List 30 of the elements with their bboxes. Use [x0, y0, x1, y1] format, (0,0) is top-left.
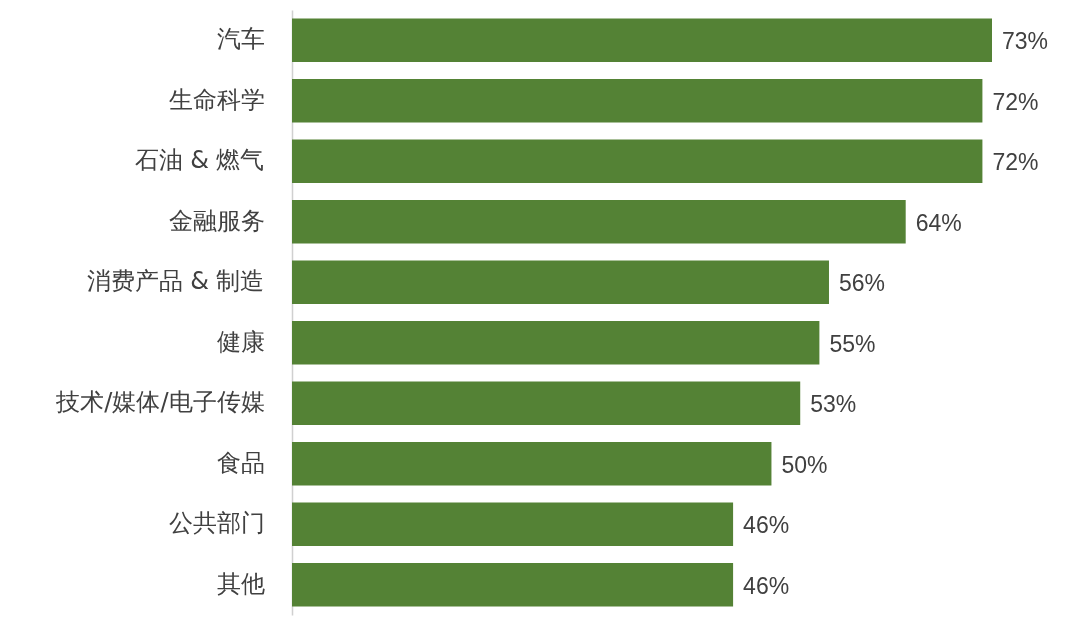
data-label: 50% [781, 451, 828, 478]
y-tick-label: 技术/媒体/电子传媒 [55, 388, 265, 417]
bar [292, 502, 734, 547]
y-tick-label: 石油 & 燃气 [134, 146, 265, 175]
bar [292, 260, 829, 305]
bar [292, 441, 772, 486]
data-label: 53% [810, 391, 857, 418]
data-label: 64% [915, 209, 962, 236]
bar [292, 78, 983, 123]
bar [292, 320, 820, 365]
data-label: 46% [743, 572, 790, 599]
data-label: 46% [743, 512, 790, 539]
bar [292, 18, 992, 63]
data-label: 56% [838, 270, 886, 297]
y-tick-label: 金融服务 [168, 206, 265, 235]
bar [292, 139, 983, 184]
data-label: 72% [992, 88, 1039, 115]
y-tick-label: 食品 [216, 448, 265, 477]
y-tick-label: 消费产品 & 制造 [86, 267, 265, 296]
bar [292, 199, 906, 244]
data-label: 72% [992, 149, 1039, 176]
data-label: 55% [829, 330, 876, 357]
y-tick-label: 生命科学 [168, 85, 265, 114]
y-tick-label: 汽车 [216, 25, 265, 54]
y-tick-label: 健康 [216, 327, 265, 356]
y-tick-label: 其他 [216, 569, 265, 598]
data-label: 73% [1002, 28, 1049, 55]
bar [292, 562, 734, 607]
y-tick-label: 公共部门 [168, 509, 265, 538]
bar [292, 381, 801, 426]
